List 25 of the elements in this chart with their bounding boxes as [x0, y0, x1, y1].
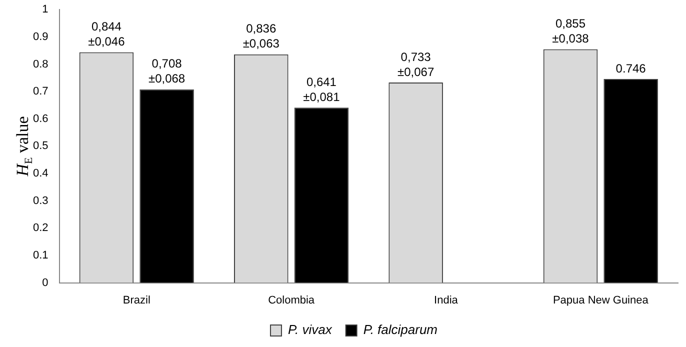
data-label: 0,855 ±0,038 [552, 16, 590, 46]
legend-label: P. vivax [288, 322, 332, 338]
y-tick-label: 0.4 [32, 168, 48, 180]
data-label: 0,733 ±0,067 [398, 50, 434, 79]
y-tick-label: 0.8 [32, 58, 48, 70]
data-label: 0,708 ±0,068 [148, 56, 186, 86]
y-tick-label: 0.3 [32, 194, 48, 207]
data-label: 0,641 ±0,081 [303, 74, 340, 104]
y-tick-label: 0.1 [32, 250, 48, 262]
data-label: 0.746 [616, 61, 646, 76]
legend-label: P. falciparum [363, 322, 438, 338]
data-label: 0,844 ±0,046 [88, 20, 126, 49]
y-tick-label: 0.5 [32, 140, 48, 152]
x-tick-label: India [434, 294, 459, 306]
y-tick-label: 0.6 [32, 112, 48, 125]
y-axis-title: HE value [13, 116, 35, 178]
y-tick-label: 1 [42, 4, 48, 16]
x-tick-label: Colombia [268, 294, 316, 306]
data-label: 0,836 ±0,063 [242, 22, 280, 51]
y-tick-label: 0 [42, 276, 48, 289]
x-tick-label: Brazil [122, 294, 150, 306]
y-tick-label: 0.7 [32, 86, 48, 98]
x-tick-label: Papua New Guinea [552, 294, 650, 306]
y-tick-label: 0.2 [32, 222, 48, 234]
y-tick-label: 0.9 [32, 30, 48, 43]
